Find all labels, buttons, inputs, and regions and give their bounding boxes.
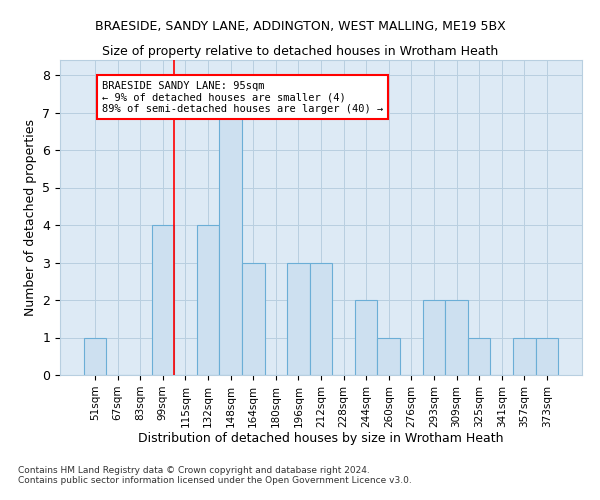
Y-axis label: Number of detached properties: Number of detached properties [24, 119, 37, 316]
X-axis label: Distribution of detached houses by size in Wrotham Heath: Distribution of detached houses by size … [138, 432, 504, 446]
Bar [287, 262, 310, 375]
Bar [355, 300, 377, 375]
Bar [536, 338, 558, 375]
Bar [152, 225, 174, 375]
Text: BRAESIDE, SANDY LANE, ADDINGTON, WEST MALLING, ME19 5BX: BRAESIDE, SANDY LANE, ADDINGTON, WEST MA… [95, 20, 505, 33]
Text: BRAESIDE SANDY LANE: 95sqm
← 9% of detached houses are smaller (4)
89% of semi-d: BRAESIDE SANDY LANE: 95sqm ← 9% of detac… [102, 80, 383, 114]
Text: Contains HM Land Registry data © Crown copyright and database right 2024.
Contai: Contains HM Land Registry data © Crown c… [18, 466, 412, 485]
Bar [377, 338, 400, 375]
Bar [513, 338, 536, 375]
Bar [84, 338, 106, 375]
Bar [468, 338, 490, 375]
Bar [220, 112, 242, 375]
Bar [242, 262, 265, 375]
Bar [445, 300, 468, 375]
Text: Size of property relative to detached houses in Wrotham Heath: Size of property relative to detached ho… [102, 45, 498, 58]
Bar [197, 225, 220, 375]
Bar [422, 300, 445, 375]
Bar [310, 262, 332, 375]
